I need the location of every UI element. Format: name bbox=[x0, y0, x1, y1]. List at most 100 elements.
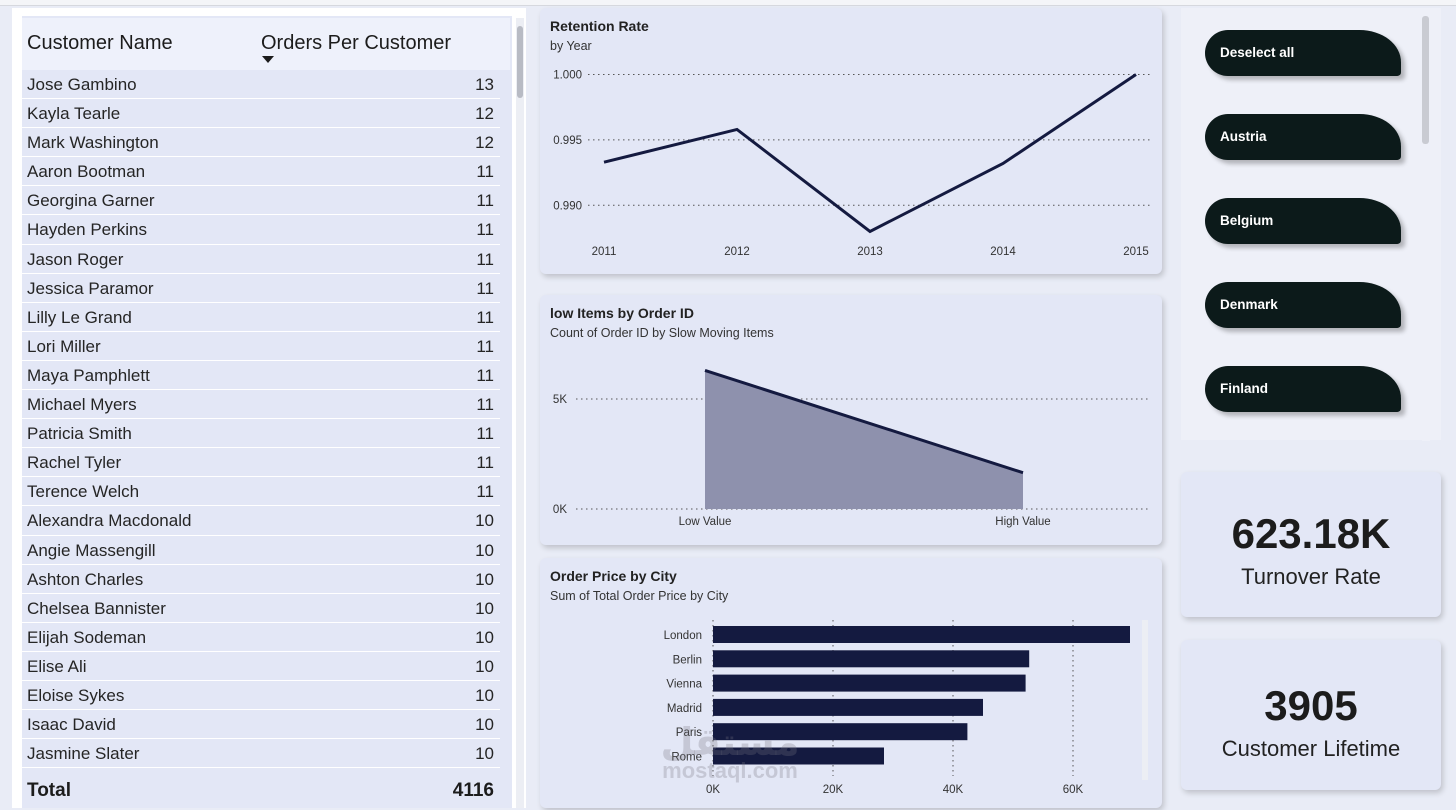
table-total-row: Total 4116 bbox=[22, 772, 500, 802]
table-row[interactable]: Jasmine Slater 10 bbox=[22, 739, 500, 769]
table-row[interactable]: Patricia Smith 11 bbox=[22, 419, 500, 449]
table-scrollbar-thumb[interactable] bbox=[517, 26, 523, 98]
table-row[interactable]: Lilly Le Grand 11 bbox=[22, 303, 500, 332]
table-row[interactable]: Jose Gambino 13 bbox=[22, 70, 500, 100]
table-row[interactable]: Maya Pamphlett 11 bbox=[22, 361, 500, 391]
sort-descending-icon[interactable] bbox=[262, 56, 274, 63]
x-tick-label: 2011 bbox=[592, 246, 617, 258]
orders-cell: 11 bbox=[476, 278, 494, 298]
x-tick-label: 2013 bbox=[857, 246, 883, 258]
table-row[interactable]: Georgina Garner 11 bbox=[22, 186, 500, 216]
table-row[interactable]: Lori Miller 11 bbox=[22, 332, 500, 361]
orders-cell: 10 bbox=[475, 744, 494, 764]
y-category-label: London bbox=[664, 630, 702, 642]
column-header-orders-per-customer[interactable]: Orders Per Customer bbox=[261, 32, 452, 54]
bar-vienna bbox=[713, 674, 1026, 692]
city-bar-plot: 0K 20K 40K 60K London Berlin Vienna Madrid Paris… bbox=[664, 620, 1148, 796]
slicer-deselect-all-button[interactable]: Deselect all bbox=[1205, 30, 1401, 76]
table-row[interactable]: Rachel Tyler 11 bbox=[22, 448, 500, 478]
retention-line bbox=[603, 73, 1137, 234]
total-label: Total bbox=[27, 780, 71, 801]
slicer-item-finland[interactable]: Finland bbox=[1205, 366, 1401, 412]
orders-cell: 11 bbox=[476, 191, 494, 211]
slicer-scrollbar-track[interactable] bbox=[1422, 16, 1430, 441]
table-row[interactable]: Michael Myers 11 bbox=[22, 390, 500, 420]
table-row[interactable]: Jessica Paramor 11 bbox=[22, 274, 500, 303]
customer-lifetime-card: 3905 Customer Lifetime bbox=[1181, 640, 1441, 790]
table-row[interactable]: Chelsea Bannister 10 bbox=[22, 594, 500, 623]
order-price-by-city-chart[interactable]: 0K 20K 40K 60K London Berlin Vienna Madrid Paris… bbox=[540, 558, 1162, 808]
orders-cell: 10 bbox=[475, 598, 494, 618]
table-row[interactable]: Elise Ali 10 bbox=[22, 652, 500, 681]
orders-cell: 10 bbox=[475, 540, 494, 560]
table-header: Customer Name Orders Per Customer bbox=[22, 18, 510, 70]
watermark-arabic: مستقل bbox=[660, 720, 800, 764]
customer-name-cell: Alexandra Macdonald bbox=[27, 511, 192, 531]
customer-name-cell: Aaron Bootman bbox=[27, 162, 146, 182]
customer-name-cell: Angie Massengill bbox=[27, 540, 156, 560]
customer-name-cell: Lilly Le Grand bbox=[27, 307, 132, 327]
chart-title: Order Price by City bbox=[550, 568, 677, 584]
customer-name-cell: Kayla Tearle bbox=[27, 104, 121, 124]
slicer-item-denmark[interactable]: Denmark bbox=[1205, 282, 1401, 328]
chart-title: Retention Rate bbox=[550, 18, 649, 34]
customer-name-cell: Rachel Tyler bbox=[27, 453, 122, 473]
customer-name-cell: Ashton Charles bbox=[27, 569, 144, 589]
customer-name-cell: Isaac David bbox=[27, 715, 116, 735]
kpi-label: Customer Lifetime bbox=[1221, 736, 1401, 761]
table-row[interactable]: Terence Welch 11 bbox=[22, 477, 500, 507]
customer-name-cell: Mark Washington bbox=[27, 133, 159, 153]
customer-name-cell: Eloise Sykes bbox=[27, 685, 125, 705]
chart-subtitle: Count of Order ID by Slow Moving Items bbox=[550, 326, 774, 340]
turnover-rate-card: 623.18K Turnover Rate bbox=[1181, 472, 1441, 617]
customer-name-cell: Georgina Garner bbox=[27, 191, 155, 211]
bar-london bbox=[713, 626, 1130, 643]
orders-cell: 11 bbox=[476, 307, 494, 327]
slicer-item-belgium[interactable]: Belgium bbox=[1205, 198, 1401, 244]
slicer-item-austria[interactable]: Austria bbox=[1205, 114, 1401, 160]
x-tick-label: 20K bbox=[823, 784, 844, 796]
customer-name-cell: Lori Miller bbox=[27, 336, 101, 356]
table-row[interactable]: Alexandra Macdonald 10 bbox=[22, 506, 500, 536]
y-tick-label: 0K bbox=[553, 504, 567, 516]
y-tick-label: 1.000 bbox=[553, 70, 582, 82]
table-row[interactable]: Elijah Sodeman 10 bbox=[22, 623, 500, 652]
table-row[interactable]: Hayden Perkins 11 bbox=[22, 215, 500, 245]
orders-cell: 10 bbox=[475, 715, 494, 735]
customer-name-cell: Jessica Paramor bbox=[27, 278, 154, 298]
chart-title: low Items by Order ID bbox=[550, 305, 694, 321]
table-body-bg bbox=[22, 16, 512, 808]
slicer-scrollbar-thumb[interactable] bbox=[1422, 16, 1429, 144]
orders-cell: 10 bbox=[475, 685, 494, 705]
customer-name-cell: Patricia Smith bbox=[27, 424, 132, 444]
y-tick-label: 0.995 bbox=[553, 135, 582, 147]
x-tick-label: Low Value bbox=[679, 516, 732, 528]
table-row[interactable]: Mark Washington 12 bbox=[22, 128, 500, 158]
table-row[interactable]: Aaron Bootman 11 bbox=[22, 157, 500, 187]
bar-madrid bbox=[713, 698, 983, 716]
x-tick-label: 2015 bbox=[1123, 246, 1149, 258]
area-line bbox=[704, 368, 1024, 475]
table-row[interactable]: Eloise Sykes 10 bbox=[22, 681, 500, 711]
bar-berlin bbox=[713, 650, 1030, 668]
table-row[interactable]: Jason Roger 11 bbox=[22, 245, 500, 274]
area-fill bbox=[705, 370, 1023, 509]
retention-rate-chart[interactable]: 0.990 0.995 1.000 2011 2012 2013 2014 2015 Rete… bbox=[540, 8, 1162, 274]
table-row[interactable]: Ashton Charles 10 bbox=[22, 565, 500, 594]
orders-cell: 12 bbox=[475, 133, 494, 153]
customer-name-cell: Jose Gambino bbox=[27, 75, 137, 94]
slow-items-chart[interactable]: 0K 5K Low Value High Value low Items by Ord… bbox=[540, 295, 1162, 545]
x-tick-label: 40K bbox=[943, 784, 964, 796]
table-row[interactable]: Angie Massengill 10 bbox=[22, 536, 500, 565]
table-row[interactable]: Isaac David 10 bbox=[22, 710, 500, 740]
table-row[interactable]: Kayla Tearle 12 bbox=[22, 99, 500, 129]
table-scrollbar-track[interactable] bbox=[516, 18, 524, 808]
customer-name-cell: Michael Myers bbox=[27, 395, 137, 415]
retention-plot: 0.990 0.995 1.000 2011 2012 2013 2014 2015 bbox=[553, 70, 1150, 258]
column-header-customer-name[interactable]: Customer Name bbox=[27, 32, 173, 54]
orders-cell: 11 bbox=[476, 365, 494, 385]
orders-cell: 10 bbox=[475, 656, 494, 676]
y-tick-label: 0.990 bbox=[553, 200, 582, 212]
orders-cell: 11 bbox=[476, 336, 494, 356]
kpi-value: 623.18K bbox=[1231, 510, 1391, 557]
